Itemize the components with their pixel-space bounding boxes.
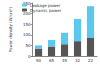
svg-text:250: 250 xyxy=(22,0,31,6)
svg-text:22: 22 xyxy=(88,58,94,63)
svg-text:200: 200 xyxy=(22,11,31,17)
svg-text:32: 32 xyxy=(75,58,81,63)
svg-text:Power density (W/cm²): Power density (W/cm²) xyxy=(8,6,13,52)
svg-text:Dynamic power: Dynamic power xyxy=(30,8,62,13)
svg-text:150: 150 xyxy=(23,22,31,27)
svg-text:50: 50 xyxy=(25,43,31,48)
svg-text:Leakage power: Leakage power xyxy=(30,2,61,8)
svg-text:0: 0 xyxy=(28,54,31,59)
svg-text:45: 45 xyxy=(62,58,68,63)
svg-text:100: 100 xyxy=(23,32,31,37)
svg-text:65: 65 xyxy=(49,58,55,63)
svg-text:90: 90 xyxy=(36,58,42,63)
